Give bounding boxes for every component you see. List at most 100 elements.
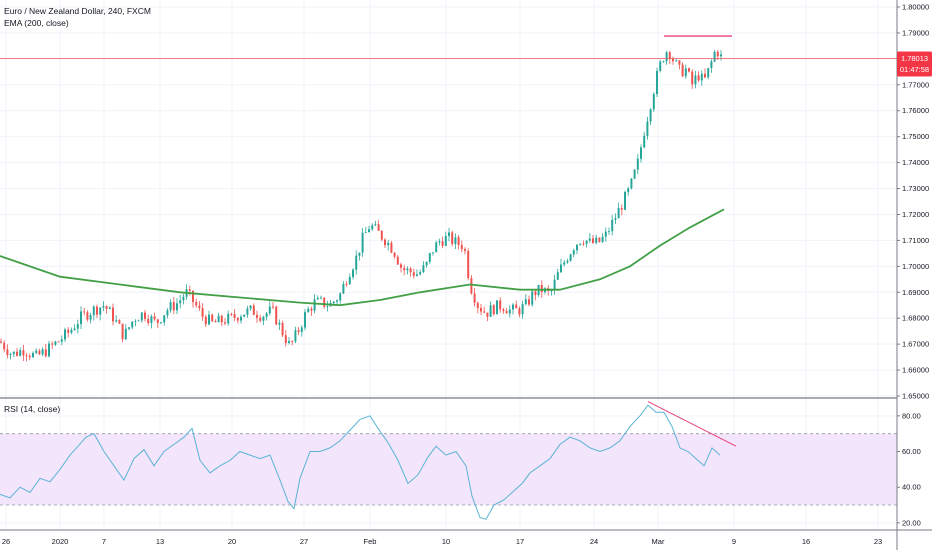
candle-body	[451, 232, 454, 245]
candle-body	[368, 229, 370, 233]
candle-body	[502, 309, 505, 312]
candle-body	[332, 301, 335, 304]
candle-body	[476, 302, 479, 308]
price-tick-label: 1.79000	[902, 28, 929, 37]
candle-body	[288, 341, 290, 343]
time-tick-label: Feb	[364, 537, 377, 546]
candle-body	[300, 327, 303, 332]
candle-body	[371, 225, 374, 230]
candle-body	[550, 290, 553, 292]
candle-body	[588, 238, 591, 241]
symbol-legend[interactable]: Euro / New Zealand Dollar, 240, FXCM	[4, 6, 151, 16]
candle-body	[339, 293, 342, 301]
time-tick-label: 24	[590, 537, 598, 546]
candle-body	[518, 308, 521, 315]
candle-body	[28, 355, 31, 358]
price-tick-label: 1.77000	[902, 80, 929, 89]
candle-body	[620, 208, 623, 210]
candle-body	[659, 61, 662, 71]
candle-body	[156, 319, 159, 323]
candle-body	[521, 304, 524, 315]
candle-body	[268, 306, 271, 314]
candle-body	[627, 188, 630, 192]
candle-body	[201, 308, 204, 317]
candle-body	[252, 305, 255, 315]
candle-body	[454, 237, 457, 245]
price-tick-label: 1.72000	[902, 210, 929, 219]
candle-body	[406, 268, 409, 271]
candle-body	[211, 314, 214, 322]
candle-body	[460, 244, 463, 250]
time-tick-label: 23	[874, 537, 882, 546]
candle-body	[256, 314, 258, 318]
time-tick-label: 16	[802, 537, 810, 546]
time-axis[interactable]: 26 2020 7 13 20 27 Feb 10 17 24 Mar 9 16 23	[2, 537, 882, 546]
ema-legend[interactable]: EMA (200, close)	[4, 18, 69, 28]
candle-body	[304, 312, 306, 328]
price-axis[interactable]: 1.800001.790001.780001.770001.760001.750…	[897, 3, 929, 401]
candle-body	[457, 237, 460, 245]
rsi-axis[interactable]: 80.00 60.00 40.00 20.00	[897, 411, 921, 527]
candle-body	[96, 306, 98, 315]
candle-body	[236, 317, 239, 321]
candle-body	[76, 324, 79, 329]
candle-body	[492, 305, 495, 315]
candle-body	[611, 219, 614, 232]
candle-body	[380, 230, 383, 240]
candle-body	[576, 244, 578, 251]
candle-body	[348, 277, 351, 285]
candle-body	[310, 308, 313, 311]
candle-body	[672, 58, 674, 62]
price-tick-label: 1.75000	[902, 132, 929, 141]
candle-body	[6, 349, 9, 356]
candle-body	[675, 60, 678, 62]
candle-body	[633, 169, 636, 179]
candle-body	[652, 94, 655, 110]
ema-line	[0, 208, 725, 307]
divergence-line	[647, 401, 737, 447]
candle-body	[572, 250, 575, 255]
candle-body	[400, 264, 402, 268]
time-tick-label: 13	[156, 537, 164, 546]
candle-body	[204, 316, 207, 325]
candle-body	[38, 350, 41, 355]
candle-body	[259, 317, 262, 321]
candle-body	[656, 70, 658, 95]
candle-body	[214, 321, 217, 323]
candle-body	[614, 218, 617, 220]
candle-body	[403, 267, 406, 271]
time-tick-label: 27	[300, 537, 308, 546]
candle-body	[595, 237, 598, 243]
candle-body	[230, 313, 233, 315]
candle-body	[0, 341, 2, 343]
candle-body	[364, 232, 367, 233]
candle-body	[432, 252, 434, 254]
candle-body	[182, 296, 185, 301]
candle-body	[118, 320, 121, 324]
price-tag-countdown: 01:47:58	[900, 65, 929, 74]
candle-body	[217, 315, 220, 323]
rsi-legend[interactable]: RSI (14, close)	[4, 404, 61, 414]
candle-body	[489, 305, 492, 317]
candle-body	[505, 311, 508, 314]
candle-body	[67, 329, 70, 333]
candle-body	[435, 242, 438, 253]
candle-body	[553, 279, 556, 291]
candle-body	[246, 308, 249, 315]
candle-body	[19, 350, 22, 356]
candle-body	[387, 242, 390, 246]
time-tick-label: 17	[516, 537, 524, 546]
candle-body	[636, 158, 639, 170]
candle-body	[531, 291, 534, 305]
candle-body	[716, 51, 719, 57]
candle-body	[313, 299, 316, 311]
candle-body	[681, 64, 684, 77]
rsi-band	[0, 433, 897, 506]
candle-body	[166, 310, 169, 316]
candle-body	[307, 308, 310, 313]
candle-body	[220, 315, 223, 323]
candle-body	[483, 311, 486, 313]
candle-body	[617, 208, 620, 219]
candle-body	[444, 235, 447, 246]
